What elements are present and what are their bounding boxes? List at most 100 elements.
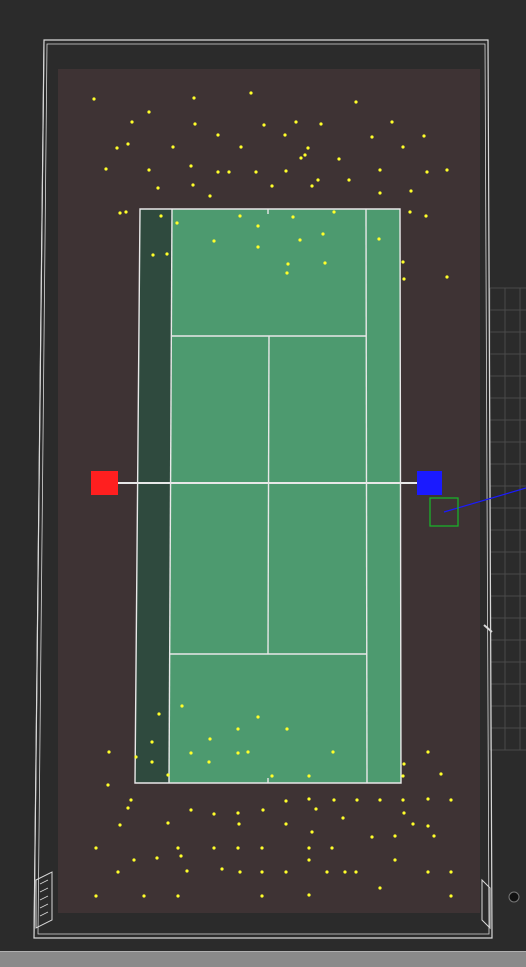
tennis-court [104,208,430,784]
ball [298,238,302,242]
ball [424,214,428,218]
ball [238,870,242,874]
ball [176,846,180,850]
ball [283,133,287,137]
ball [354,100,358,104]
ball [390,120,394,124]
court-lines [134,208,402,784]
ball [331,750,335,754]
ball [208,194,212,198]
ball [157,712,161,716]
ball [238,214,242,218]
ball [212,846,216,850]
ball [212,239,216,243]
status-bar [0,951,526,967]
ball [319,122,323,126]
ball [246,750,250,754]
ball [208,737,212,741]
ball [377,237,381,241]
ball [307,846,311,850]
ball [432,834,436,838]
ball [323,261,327,265]
player-red[interactable] [91,471,118,495]
ball [185,869,189,873]
ball [118,823,122,827]
ball [325,870,329,874]
ball [115,146,119,150]
ball [378,191,382,195]
ball [378,798,382,802]
ball [355,798,359,802]
ball [142,894,146,898]
ball [307,858,311,862]
ball [236,727,240,731]
ball [401,260,405,264]
ball [347,178,351,182]
ball-field [92,91,453,898]
ball [408,210,412,214]
ball [270,184,274,188]
stadium-frame [33,39,493,939]
ball [354,870,358,874]
ball [236,811,240,815]
ball [285,271,289,275]
ball [449,894,453,898]
ball [126,142,130,146]
ball [260,846,264,850]
ball [237,822,241,826]
ball [284,870,288,874]
ball [425,170,429,174]
ball [189,751,193,755]
ball [166,773,170,777]
target-marker[interactable] [429,497,459,527]
ball [92,97,96,101]
ball [189,164,193,168]
ball [254,170,258,174]
ball [402,811,406,815]
ball [236,846,240,850]
ball [284,799,288,803]
ball [307,797,311,801]
ball [426,870,430,874]
ball [256,245,260,249]
ball [106,783,110,787]
player-blue[interactable] [417,471,442,495]
ball [189,808,193,812]
ball [426,824,430,828]
ball [402,277,406,281]
ball [155,856,159,860]
ball [439,772,443,776]
ball [147,168,151,172]
ball [124,210,128,214]
ball [256,224,260,228]
ball [118,211,122,215]
ball [156,186,160,190]
ball [236,751,240,755]
ball [422,134,426,138]
ball [249,91,253,95]
ball [159,214,163,218]
ball [180,704,184,708]
camera-gizmo-icon[interactable] [508,891,520,903]
ball [393,858,397,862]
ball [401,774,405,778]
ball [175,221,179,225]
ball [262,123,266,127]
ball [343,870,347,874]
ball [378,168,382,172]
ball [239,145,243,149]
ball [132,858,136,862]
ball [261,808,265,812]
ball [256,715,260,719]
ball [227,170,231,174]
ball [284,822,288,826]
ball [426,750,430,754]
ball [270,774,274,778]
ball [107,750,111,754]
ball [307,774,311,778]
ball [306,146,310,150]
ball [449,798,453,802]
ball [147,110,151,114]
